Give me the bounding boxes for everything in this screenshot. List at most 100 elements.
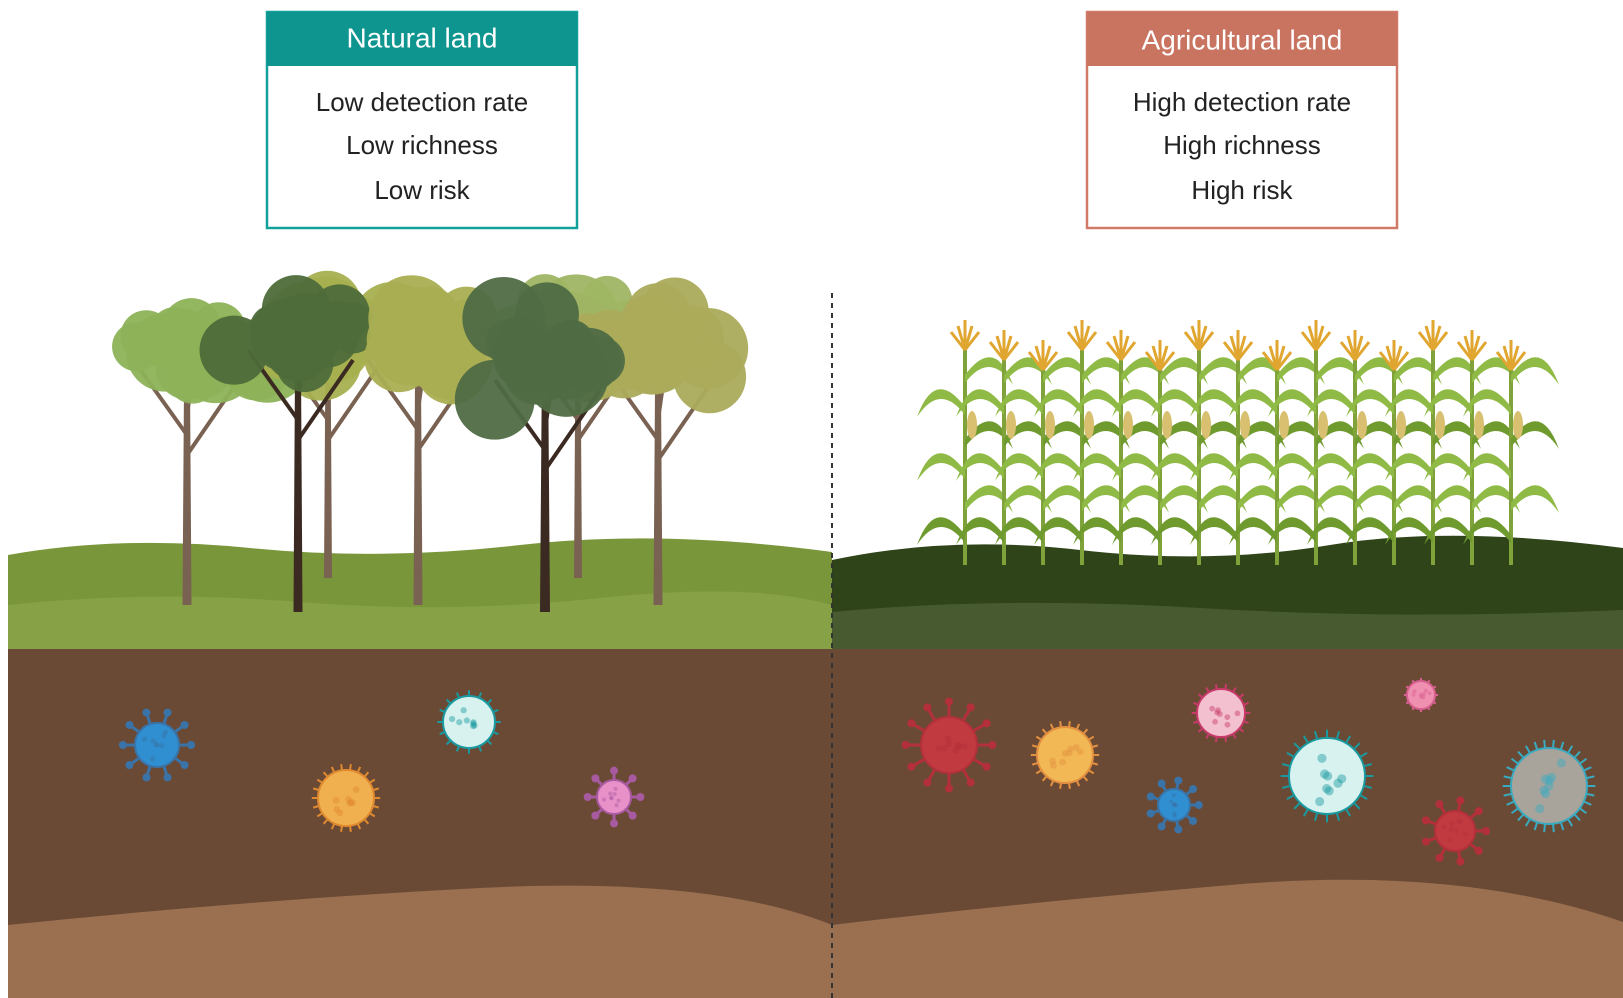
spike: [1524, 745, 1531, 754]
leaf: [1238, 485, 1286, 513]
tassel: [1275, 351, 1293, 371]
leaf: [1433, 357, 1481, 385]
spike: [369, 812, 376, 818]
capsid: [1288, 737, 1366, 815]
texture: [471, 722, 478, 729]
spike: [1345, 735, 1352, 744]
leaf: [1316, 421, 1364, 449]
capsid: [442, 695, 496, 749]
tassel: [1002, 335, 1013, 361]
spike: [1302, 808, 1309, 817]
trunk: [540, 400, 550, 612]
spike: [1049, 780, 1055, 787]
microbe: [437, 690, 501, 754]
spike: [1583, 766, 1592, 772]
spike: [1035, 769, 1042, 775]
tassel: [963, 325, 974, 351]
texture: [470, 722, 477, 730]
ear: [1201, 411, 1211, 439]
spike-tip: [966, 703, 975, 712]
spike-tip: [610, 819, 618, 828]
spike-tip: [1157, 822, 1166, 831]
spike-tip: [945, 784, 953, 793]
microbe: [583, 766, 645, 828]
texture: [149, 756, 156, 762]
texture: [346, 799, 354, 807]
spike: [330, 823, 336, 830]
texture: [1224, 714, 1231, 720]
leaf: [995, 453, 1043, 481]
spike-tip: [1456, 857, 1465, 866]
spike: [1059, 782, 1063, 789]
spike-tip: [125, 720, 134, 729]
spike: [1543, 739, 1547, 749]
texture: [1337, 774, 1347, 784]
panel-line: High richness: [1163, 130, 1321, 160]
spike-tip: [966, 778, 975, 787]
leaf-cluster: [382, 286, 451, 355]
spike-tip: [907, 719, 916, 728]
spike-tip: [142, 773, 151, 782]
spike: [1363, 763, 1373, 768]
panel-title: Agricultural land: [1142, 24, 1343, 55]
texture: [162, 729, 168, 735]
tree: [199, 275, 378, 612]
texture: [332, 797, 340, 804]
leaf: [1151, 389, 1199, 417]
tassel: [1392, 345, 1403, 371]
microbe: [1421, 796, 1490, 866]
spike: [1551, 739, 1555, 749]
leaf: [917, 389, 965, 417]
spike: [1353, 742, 1361, 750]
leaf: [1034, 453, 1082, 481]
spike: [1573, 813, 1581, 822]
spike: [1314, 730, 1319, 740]
texture: [1067, 745, 1074, 753]
spike: [369, 778, 376, 784]
leaf: [1190, 453, 1238, 481]
leaf: [1346, 517, 1394, 545]
spike: [1345, 808, 1352, 817]
texture: [1541, 789, 1551, 799]
texture: [1059, 758, 1066, 766]
leaf: [1307, 517, 1355, 545]
texture: [352, 786, 360, 794]
leaf: [1073, 453, 1121, 481]
texture: [954, 741, 962, 749]
trees: [112, 270, 749, 612]
spike-tip: [142, 708, 151, 717]
texture: [1448, 827, 1454, 832]
spike-tip: [1435, 800, 1444, 809]
spike-tip: [1188, 816, 1197, 825]
leaf: [956, 517, 1004, 545]
natural-panel: Natural land Low detection rate Low rich…: [265, 10, 579, 230]
texture: [960, 743, 968, 750]
trunk: [182, 385, 192, 605]
ear: [1318, 411, 1328, 439]
microbe: [118, 708, 196, 782]
texture: [1050, 762, 1057, 769]
texture: [1412, 689, 1417, 694]
leaf: [1151, 453, 1199, 481]
leaf: [1385, 453, 1433, 481]
texture: [616, 798, 621, 803]
spike: [1551, 823, 1555, 833]
spike-tip: [591, 811, 600, 820]
panel-line: Low detection rate: [316, 87, 528, 117]
capsid: [317, 769, 375, 827]
tassel: [963, 331, 981, 351]
leaf: [1424, 389, 1472, 417]
spike: [1088, 735, 1095, 741]
texture: [460, 707, 467, 714]
texture: [1427, 691, 1432, 696]
panel-title: Natural land: [347, 22, 498, 53]
tassel: [1080, 331, 1098, 351]
texture: [336, 809, 344, 817]
spike: [1293, 802, 1301, 810]
texture: [1172, 813, 1177, 818]
texture: [1065, 749, 1073, 757]
spike-tip: [1456, 796, 1465, 805]
texture: [1547, 772, 1557, 782]
ear: [1162, 411, 1172, 439]
spike: [1359, 751, 1368, 758]
